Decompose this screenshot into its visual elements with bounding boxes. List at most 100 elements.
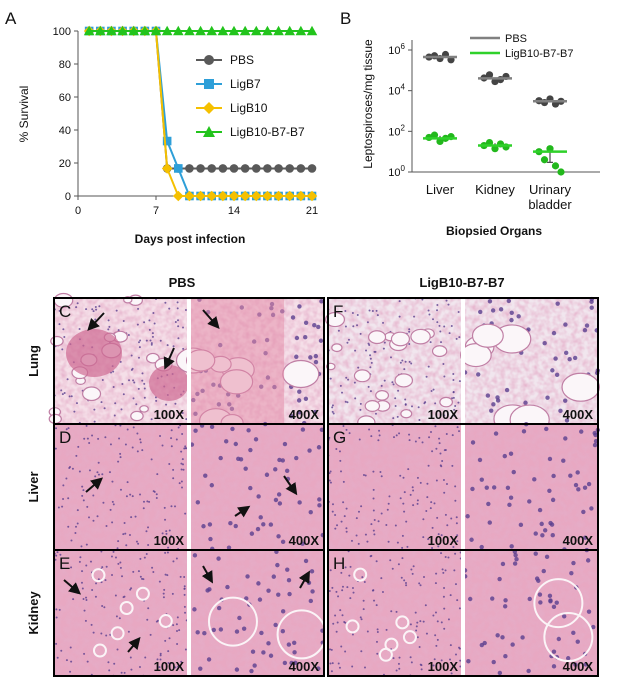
- tissue-nucleus: [183, 605, 186, 608]
- tissue-nucleus: [156, 658, 159, 661]
- burden-category-label: Kidney: [475, 182, 515, 197]
- tissue-nucleus: [168, 529, 171, 532]
- tissue-nucleus: [121, 575, 124, 578]
- tissue-nucleus: [58, 608, 61, 611]
- tissue-nucleus: [344, 325, 347, 328]
- tissue-nucleus: [436, 620, 439, 623]
- tissue-nucleus: [174, 321, 177, 324]
- tissue-nucleus: [329, 377, 332, 380]
- tissue-nucleus: [72, 598, 75, 601]
- tissue-nucleus: [81, 494, 84, 497]
- tissue-nucleus: [349, 597, 352, 600]
- tissue-nucleus: [183, 587, 186, 590]
- survival-point: [217, 25, 229, 36]
- tissue-nucleus: [419, 481, 422, 484]
- tissue-nucleus: [163, 588, 166, 591]
- tissue-nucleus: [368, 309, 371, 312]
- tissue-nucleus: [513, 552, 518, 558]
- survival-xtick-label: 21: [306, 205, 318, 217]
- tissue-nucleus: [589, 305, 594, 310]
- tissue-nucleus: [137, 570, 140, 573]
- tissue-nucleus: [458, 380, 461, 383]
- tissue-nucleus: [551, 664, 557, 669]
- tissue-nucleus: [101, 379, 104, 382]
- tissue-nucleus: [448, 658, 451, 661]
- tissue-nucleus: [409, 493, 412, 496]
- survival-point: [206, 190, 218, 202]
- tissue-nucleus: [442, 363, 445, 366]
- tissue-nucleus: [457, 310, 460, 313]
- image-divider: [461, 298, 465, 424]
- tissue-nucleus: [408, 439, 411, 442]
- tissue-nucleus: [503, 654, 508, 659]
- tissue-nucleus: [548, 520, 553, 526]
- tissue-nucleus: [151, 332, 154, 335]
- tissue-nucleus: [110, 555, 113, 558]
- tissue-nucleus: [420, 664, 423, 667]
- tissue-nucleus: [276, 492, 282, 497]
- tissue-nucleus: [313, 359, 319, 365]
- tissue-nucleus: [439, 330, 442, 333]
- tissue-nucleus: [476, 372, 481, 377]
- tissue-nucleus: [330, 670, 333, 673]
- tissue-nucleus: [437, 545, 440, 548]
- tissue-nucleus: [398, 667, 401, 670]
- tissue-nucleus: [277, 457, 282, 463]
- tissue-nucleus: [408, 433, 411, 436]
- tissue-nucleus: [425, 632, 428, 635]
- burden-point: [540, 156, 549, 164]
- tissue-nucleus: [107, 328, 110, 331]
- tissue-nucleus: [140, 577, 143, 580]
- tissue-nucleus: [436, 638, 439, 641]
- tissue-nucleus: [303, 396, 309, 402]
- tissue-nucleus: [571, 630, 576, 636]
- tissue-nucleus: [408, 330, 411, 333]
- tissue-nucleus: [234, 629, 240, 634]
- tissue-nucleus: [418, 645, 421, 648]
- tissue-nucleus: [551, 473, 556, 479]
- tissue-nucleus: [70, 539, 73, 542]
- tissue-nucleus: [586, 481, 592, 487]
- tissue-nucleus: [362, 473, 365, 476]
- tissue-nucleus: [506, 298, 512, 304]
- tissue-nucleus: [369, 366, 372, 369]
- tissue-nucleus: [509, 544, 514, 549]
- tissue-nucleus: [589, 506, 594, 511]
- tissue-nucleus: [244, 596, 249, 601]
- tissue-nucleus: [82, 499, 85, 502]
- tissue-nucleus: [104, 579, 107, 582]
- tissue-nucleus: [329, 470, 332, 473]
- tissue-nucleus: [143, 396, 146, 399]
- tissue-nucleus: [550, 497, 556, 503]
- survival-line-0: [89, 30, 312, 170]
- tissue-nucleus: [78, 327, 81, 330]
- tissue-nucleus: [273, 497, 279, 503]
- tissue-nucleus: [180, 462, 183, 465]
- tissue-nucleus: [233, 523, 238, 529]
- tissue-nucleus: [335, 447, 338, 450]
- tissue-nucleus: [453, 414, 456, 417]
- tissue-nucleus: [336, 524, 339, 527]
- tissue-nucleus: [575, 470, 580, 475]
- survival-ytick-label: 20: [59, 158, 71, 170]
- tissue-nucleus: [289, 660, 294, 666]
- tissue-nucleus: [436, 304, 439, 307]
- tissue-nucleus: [452, 546, 455, 549]
- tissue-nucleus: [66, 378, 69, 381]
- tissue-alveolus: [145, 352, 160, 364]
- tissue-nucleus: [346, 401, 349, 404]
- tissue-nucleus: [276, 592, 281, 597]
- tissue-alveolus: [439, 396, 454, 408]
- burden-ytick-label: 100: [388, 164, 405, 179]
- tissue-nucleus: [340, 437, 343, 440]
- tissue-nucleus: [216, 605, 222, 611]
- tissue-nucleus: [138, 346, 141, 349]
- tissue-nucleus: [454, 583, 457, 586]
- tissue-nucleus: [124, 532, 127, 535]
- tissue-nucleus: [429, 431, 432, 434]
- survival-point: [207, 164, 217, 173]
- tissue-nucleus: [567, 357, 572, 362]
- tissue-nucleus: [366, 540, 369, 543]
- tissue-nucleus: [434, 611, 437, 614]
